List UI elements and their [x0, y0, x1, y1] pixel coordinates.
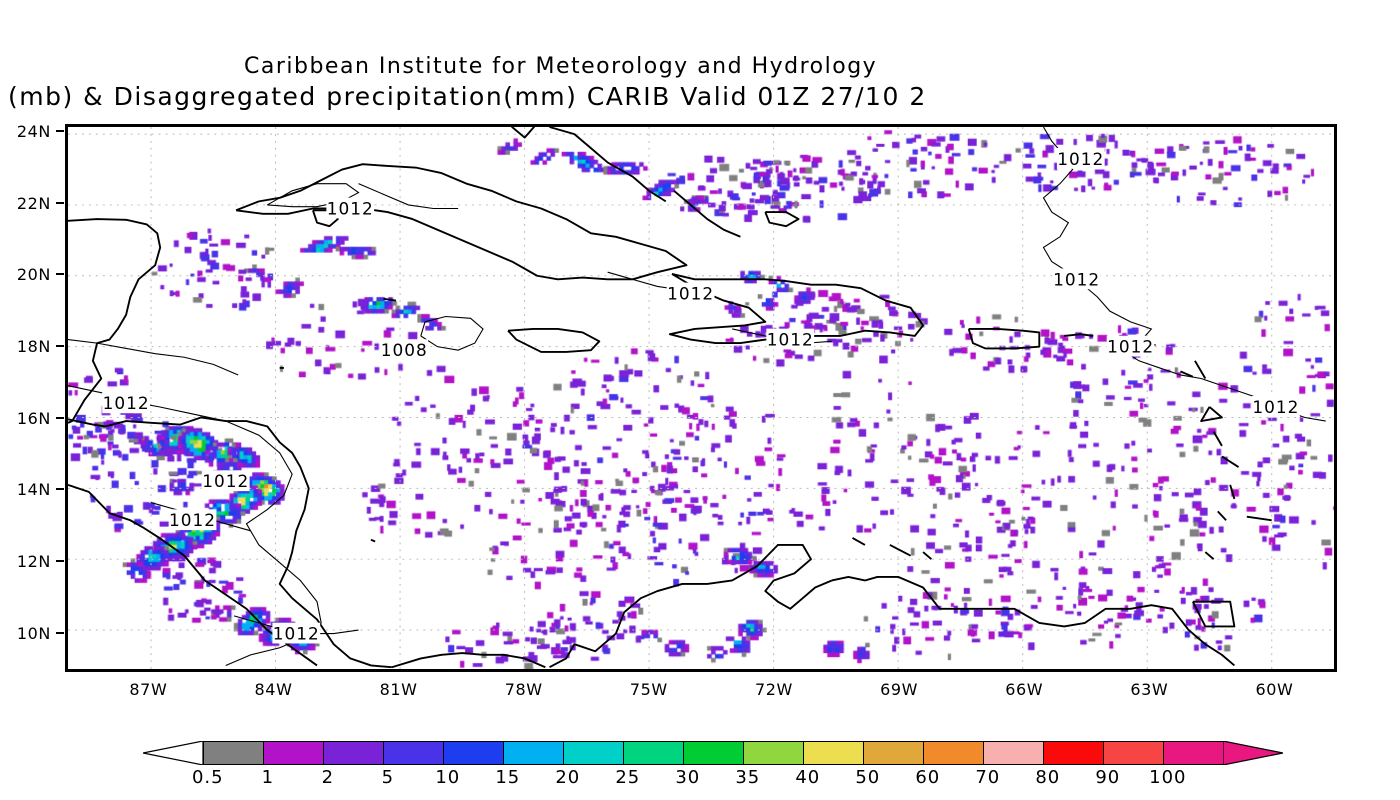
- lat-tick-mark: [56, 345, 64, 348]
- colorbar-over-arrow: [1222, 740, 1284, 766]
- colorbar-swatch[interactable]: [263, 741, 324, 765]
- lat-tick-label-14N: 14N: [16, 480, 51, 500]
- colorbar-swatch[interactable]: [683, 741, 744, 765]
- colorbar-tick-label-40: 40: [795, 767, 821, 788]
- colorbar-tick-label-5: 5: [381, 767, 395, 788]
- colorbar-swatch[interactable]: [503, 741, 564, 765]
- map-vector-overlay: 1012 1008 1012 1012 1012 1012 1012 1012 1012 1012…: [68, 127, 1334, 669]
- colorbar-swatch[interactable]: [1163, 741, 1224, 765]
- lat-tick-label-12N: 12N: [16, 551, 51, 571]
- colorbar-tick-label-30: 30: [675, 767, 701, 788]
- colorbar-tick-label-2: 2: [321, 767, 335, 788]
- colorbar-swatch[interactable]: [743, 741, 804, 765]
- lon-tick-label-60W: 60W: [1255, 680, 1294, 699]
- map-plot-area[interactable]: 1012 1008 1012 1012 1012 1012 1012 1012 1012 1012…: [65, 124, 1337, 672]
- lat-tick-mark: [56, 559, 64, 562]
- colorbar-tick-label-35: 35: [735, 767, 761, 788]
- lat-tick-label-22N: 22N: [16, 193, 51, 213]
- lat-tick-label-16N: 16N: [16, 408, 51, 428]
- pressure-contour-label: 1012: [169, 510, 216, 530]
- map-gridlines: [68, 127, 1334, 669]
- pressure-contour-label: 1012: [327, 198, 374, 218]
- colorbar-swatch[interactable]: [563, 741, 624, 765]
- precipitation-raster-layer: [68, 127, 1334, 669]
- pressure-contour-label: 1012: [103, 393, 150, 413]
- lon-tick-label-72W: 72W: [754, 680, 793, 699]
- lat-tick-label-10N: 10N: [16, 623, 51, 643]
- lon-tick-label-69W: 69W: [880, 680, 919, 699]
- colorbar-tick-label-15: 15: [495, 767, 521, 788]
- colorbar-swatch[interactable]: [323, 741, 384, 765]
- lat-tick-mark: [56, 130, 64, 133]
- pressure-contour-label: 1012: [1107, 337, 1154, 357]
- colorbar-tick-label-50: 50: [855, 767, 881, 788]
- lat-tick-label-18N: 18N: [16, 337, 51, 357]
- colorbar-swatch[interactable]: [983, 741, 1044, 765]
- pressure-contour-label: 1012: [1053, 269, 1100, 289]
- colorbar-swatch[interactable]: [623, 741, 684, 765]
- colorbar-under-arrow: [142, 740, 204, 766]
- lon-tick-label-66W: 66W: [1005, 680, 1044, 699]
- lat-tick-mark: [56, 201, 64, 204]
- lat-tick-label-24N: 24N: [16, 122, 51, 142]
- pressure-contour-label-group: 1012 1008 1012 1012 1012 1012 1012 1012 1012 1012…: [102, 148, 1300, 643]
- lon-tick-label-78W: 78W: [504, 680, 543, 699]
- lon-tick-label-81W: 81W: [379, 680, 418, 699]
- precipitation-colorbar[interactable]: 0.5 1 2 5 10 15 20 25 30 35 40 50 60 70 80 90 100: [142, 740, 1284, 788]
- pressure-contour-label: 1012: [1057, 149, 1104, 169]
- page-title-product: (mb) & Disaggregated precipitation(mm) C…: [8, 82, 927, 111]
- lat-tick-mark: [56, 631, 64, 634]
- colorbar-tick-label-100: 100: [1149, 767, 1187, 788]
- pressure-contour-label: 1012: [667, 283, 714, 303]
- lat-tick-mark: [56, 488, 64, 491]
- pressure-contour-label: 1012: [1252, 397, 1299, 417]
- lat-tick-mark: [56, 273, 64, 276]
- pressure-contour-label: 1012: [273, 624, 320, 644]
- pressure-contour-label: 1012: [767, 330, 814, 350]
- colorbar-swatch[interactable]: [803, 741, 864, 765]
- colorbar-swatch[interactable]: [443, 741, 504, 765]
- lon-tick-label-87W: 87W: [129, 680, 168, 699]
- pressure-contour-label: 1008: [381, 340, 428, 360]
- map-coastlines: [68, 127, 1272, 669]
- lon-tick-label-84W: 84W: [254, 680, 293, 699]
- colorbar-tick-label-90: 90: [1095, 767, 1121, 788]
- colorbar-tick-label-80: 80: [1035, 767, 1061, 788]
- colorbar-tick-label-0.5: 0.5: [191, 767, 224, 788]
- colorbar-swatch[interactable]: [1103, 741, 1164, 765]
- lat-tick-label-20N: 20N: [16, 265, 51, 285]
- page-title-institution: Caribbean Institute for Meteorology and …: [244, 54, 878, 79]
- colorbar-swatch[interactable]: [1043, 741, 1104, 765]
- lon-tick-label-63W: 63W: [1130, 680, 1169, 699]
- colorbar-swatch[interactable]: [863, 741, 924, 765]
- lat-tick-mark: [56, 416, 64, 419]
- colorbar-tick-label-60: 60: [915, 767, 941, 788]
- colorbar-swatch[interactable]: [923, 741, 984, 765]
- lon-tick-label-75W: 75W: [629, 680, 668, 699]
- colorbar-tick-label-20: 20: [555, 767, 581, 788]
- colorbar-tick-label-25: 25: [615, 767, 641, 788]
- colorbar-swatch[interactable]: [383, 741, 444, 765]
- colorbar-tick-label-10: 10: [435, 767, 461, 788]
- pressure-contour-label: 1012: [202, 471, 249, 491]
- colorbar-tick-label-70: 70: [975, 767, 1001, 788]
- colorbar-swatch[interactable]: [203, 741, 264, 765]
- colorbar-tick-label-1: 1: [261, 767, 275, 788]
